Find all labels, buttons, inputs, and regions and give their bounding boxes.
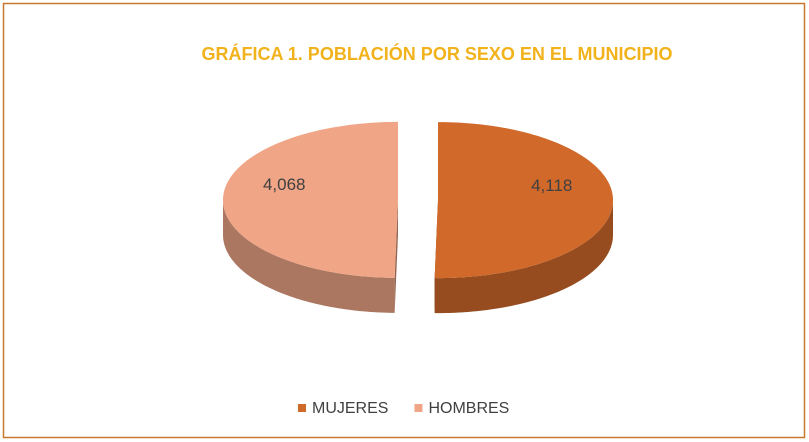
slice-cut-face (394, 199, 398, 313)
data-label: 4,118 (531, 176, 572, 195)
slice-side (223, 199, 395, 313)
pie-slice (434, 122, 613, 279)
legend-swatch (414, 404, 423, 412)
legend-swatch (298, 404, 306, 412)
legend-label: HOMBRES (428, 400, 509, 417)
slice-side (434, 200, 613, 314)
legend-label: MUJERES (312, 400, 388, 417)
pie-slice (223, 121, 398, 278)
chart-title: GRÁFICA 1. POBLACIÓN POR SEXO EN EL MUNI… (201, 43, 672, 64)
data-label: 4,068 (263, 175, 306, 194)
